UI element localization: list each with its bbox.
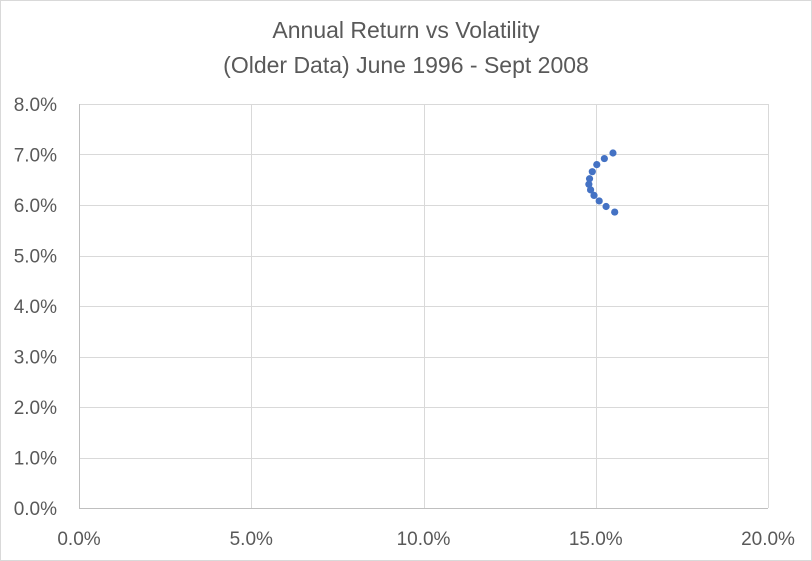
data-point [600,154,608,163]
data-point [609,149,617,157]
y-tick-label: 6.0% [14,196,57,217]
x-tick-label: 15.0% [569,529,623,550]
data-point [593,161,601,169]
data-point-layer [585,149,619,216]
x-tick-label: 5.0% [230,529,273,550]
y-tick-label: 2.0% [14,398,57,419]
axis-layer [79,104,768,509]
chart-title-line-2: (Older Data) June 1996 - Sept 2008 [223,52,589,78]
y-tick-label: 0.0% [14,499,57,520]
tick-label-layer: 0.0% 1.0% 2.0% 3.0% 4.0% 5.0% 6.0% 7.0% 8.0% 0.0%… [14,95,795,550]
data-point [588,168,596,176]
data-point [595,197,603,205]
data-point [586,186,595,194]
chart-title: Annual Return vs Volatility (Older Data)… [1,13,811,83]
y-tick-label: 5.0% [14,247,57,268]
y-tick-label: 7.0% [14,146,57,167]
y-tick-label: 3.0% [14,348,57,369]
data-point [585,175,594,183]
y-tick-label: 1.0% [14,449,57,470]
x-tick-label: 0.0% [57,529,100,550]
data-point [590,191,598,200]
grid-layer [79,104,769,508]
chart-title-line-1: Annual Return vs Volatility [272,17,540,43]
y-tick-label: 4.0% [14,297,57,318]
y-tick-label: 8.0% [14,95,57,116]
x-tick-label: 20.0% [741,529,795,550]
data-point [602,202,610,211]
data-point [611,208,619,216]
x-tick-label: 10.0% [397,529,451,550]
data-point [585,180,593,188]
